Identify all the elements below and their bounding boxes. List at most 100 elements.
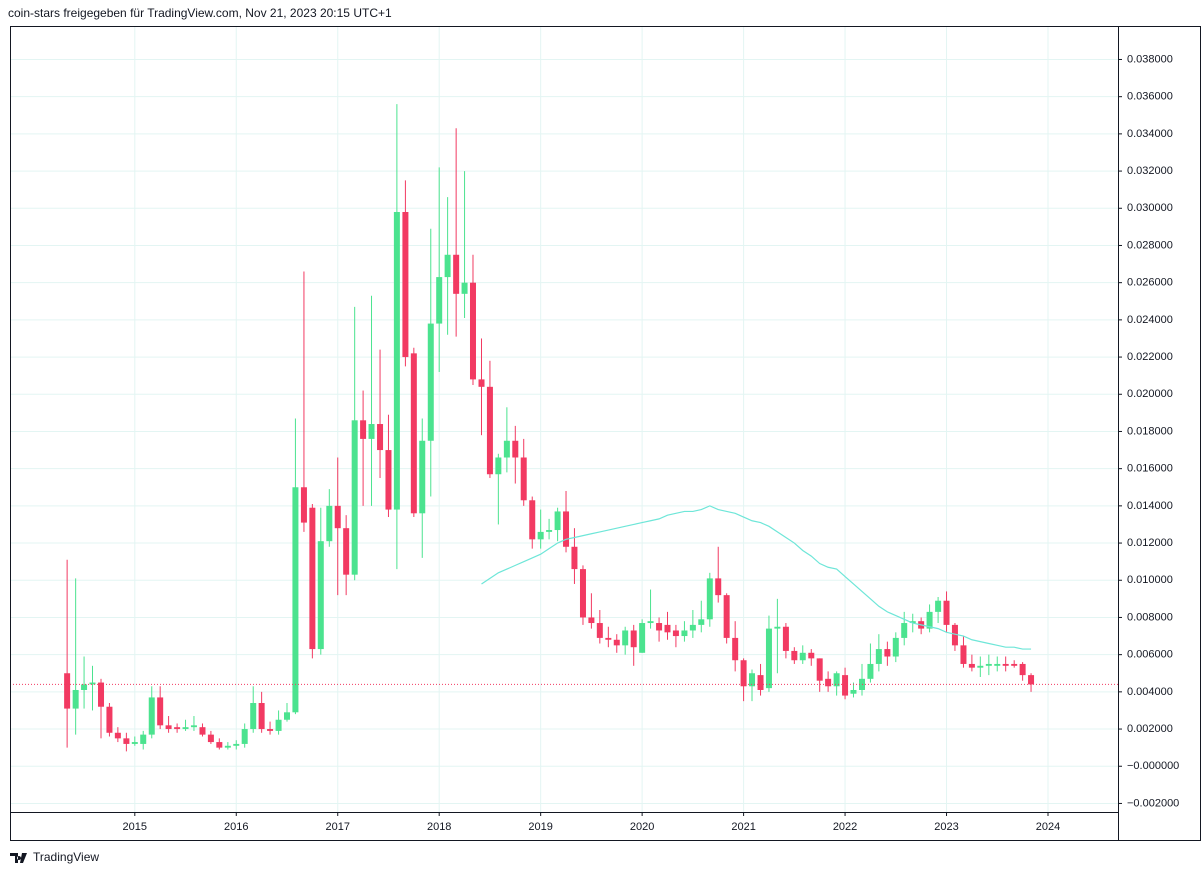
x-tick-label: 2024 (1036, 821, 1060, 833)
candle-body (343, 528, 350, 575)
y-tick-label: 0.008000 (1127, 611, 1173, 623)
candle-body (833, 673, 840, 687)
candle-body (546, 530, 553, 532)
candle-body (943, 600, 950, 625)
candle-body (765, 628, 772, 689)
y-tick-label: 0.006000 (1127, 649, 1173, 661)
candle-body (892, 637, 899, 657)
x-tick-label: 2020 (630, 821, 654, 833)
y-tick-label: 0.034000 (1127, 128, 1173, 140)
candle-body (368, 424, 375, 439)
candle-body (749, 673, 756, 687)
x-tick-label: 2017 (325, 821, 349, 833)
candle-body (233, 743, 240, 746)
y-tick-label: −0.000000 (1127, 760, 1179, 772)
candle-body (131, 742, 138, 744)
candle-body (639, 623, 646, 653)
y-tick-label: 0.028000 (1127, 239, 1173, 251)
candle-body (98, 682, 105, 707)
candle-body (436, 277, 443, 324)
y-tick-label: 0.030000 (1127, 202, 1173, 214)
x-tick-label: 2022 (833, 821, 857, 833)
candle-body (816, 658, 823, 681)
candle-body (224, 745, 231, 748)
candle-body (1028, 675, 1035, 685)
footer: TradingView (33, 850, 99, 864)
candle-body (732, 637, 739, 661)
candle-body (799, 652, 806, 661)
header: coin-stars freigegeben für TradingView.c… (8, 6, 392, 20)
candle-body (664, 624, 671, 633)
candle-body (486, 386, 493, 475)
candle-body (596, 623, 603, 638)
candle-body (698, 619, 705, 625)
candle-body (148, 697, 155, 735)
candle-body (267, 729, 274, 731)
candle-body (258, 703, 265, 730)
candle-body (681, 630, 688, 637)
candle-body (165, 725, 172, 730)
candle-body (529, 500, 536, 540)
candle-body (81, 684, 88, 690)
candle-body (656, 623, 663, 631)
candle-body (647, 621, 654, 624)
logo-icon (10, 853, 27, 863)
x-tick-label: 2023 (934, 821, 958, 833)
candle-body (537, 531, 544, 540)
candle-body (1011, 663, 1018, 666)
candle-body (317, 541, 324, 650)
candle-body (241, 729, 248, 744)
candle-body (875, 649, 882, 664)
x-tick-label: 2019 (528, 821, 552, 833)
candle-body (884, 649, 891, 657)
candle-body (740, 660, 747, 687)
candle-body (72, 689, 79, 709)
candle-body (774, 626, 781, 629)
candle-body (309, 507, 316, 650)
candle-body (207, 734, 214, 743)
x-tick-label: 2018 (427, 821, 451, 833)
candle-body (757, 675, 764, 690)
candle-body (360, 420, 367, 439)
candle-body (605, 637, 612, 640)
y-tick-label: 0.012000 (1127, 537, 1173, 549)
y-tick-label: 0.010000 (1127, 574, 1173, 586)
candle-body (182, 727, 189, 730)
y-tick-label: 0.036000 (1127, 91, 1173, 103)
candle-body (89, 682, 96, 685)
y-tick-label: 0.018000 (1127, 425, 1173, 437)
candle-body (968, 663, 975, 668)
y-tick-label: 0.020000 (1127, 388, 1173, 400)
y-tick-label: 0.032000 (1127, 165, 1173, 177)
candle-body (419, 440, 426, 514)
candle-body (478, 379, 485, 387)
candle-body (174, 727, 181, 730)
candle-body (850, 689, 857, 694)
candle-body (563, 511, 570, 547)
x-tick-label: 2021 (731, 821, 755, 833)
candle-body (960, 645, 967, 664)
candle-body (554, 511, 561, 531)
candle-body (588, 617, 595, 624)
candle-body (723, 595, 730, 638)
x-tick-label: 2016 (224, 821, 248, 833)
candle-body (1002, 663, 1009, 666)
candle-body (512, 440, 519, 458)
candle-body (901, 623, 908, 638)
candle-body (951, 624, 958, 646)
candle-body (300, 487, 307, 523)
candle-body (672, 630, 679, 637)
candle-body (630, 630, 637, 648)
candle-body (216, 742, 223, 748)
logo (10, 853, 27, 863)
candle-body (284, 712, 290, 720)
candle-body (715, 578, 722, 596)
candle-body (842, 675, 849, 696)
candle-body (909, 621, 916, 624)
candle-body (1019, 663, 1026, 676)
candle-body (622, 630, 629, 646)
candle-body (402, 211, 409, 358)
grid (10, 26, 1118, 812)
